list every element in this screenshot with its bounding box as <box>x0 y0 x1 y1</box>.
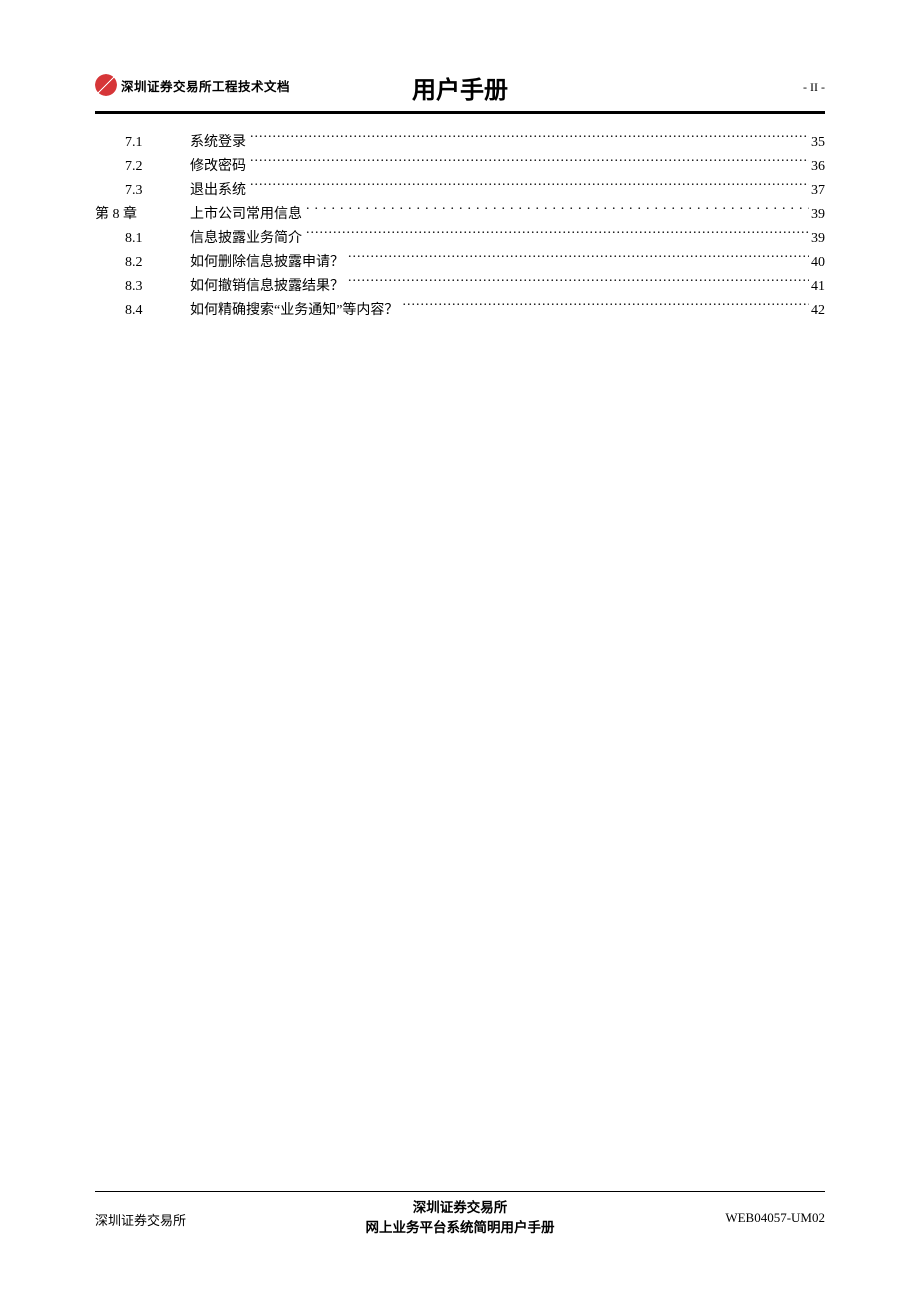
toc-entry-page: 39 <box>809 227 825 251</box>
footer-title-line1: 深圳证券交易所 <box>95 1198 825 1218</box>
page-number-marker: - II - <box>803 80 825 95</box>
toc-entry-title: 退出系统 <box>190 179 246 203</box>
toc-leader-dots <box>302 200 809 218</box>
toc-entry-page: 36 <box>809 155 825 179</box>
toc-entry-number: 7.3 <box>95 179 190 203</box>
toc-leader-dots <box>246 128 809 146</box>
toc-leader-dots <box>344 248 809 266</box>
footer-content: 深圳证券交易所 深圳证券交易所 网上业务平台系统简明用户手册 WEB04057-… <box>95 1198 825 1242</box>
page-header: 深圳证券交易所工程技术文档 用户手册 - II - <box>95 70 825 114</box>
toc-entry-number: 第 8 章 <box>95 203 190 227</box>
toc-entry-number: 8.3 <box>95 275 190 299</box>
toc-entry-page: 42 <box>809 299 825 323</box>
toc-entry-title: 如何撤销信息披露结果？ <box>190 275 344 299</box>
toc-entry: 8.1信息披露业务简介 39 <box>95 224 825 248</box>
toc-entry: 8.4如何精确搜索“业务通知”等内容？ 42 <box>95 296 825 320</box>
toc-entry: 第 8 章上市公司常用信息 39 <box>95 200 825 224</box>
toc-entry-page: 41 <box>809 275 825 299</box>
toc-entry-title: 上市公司常用信息 <box>190 201 302 225</box>
toc-leader-dots <box>398 296 809 314</box>
toc-entry-number: 8.1 <box>95 227 190 251</box>
page-footer: 深圳证券交易所 深圳证券交易所 网上业务平台系统简明用户手册 WEB04057-… <box>95 1191 825 1242</box>
toc-entry-title: 如何删除信息披露申请？ <box>190 251 344 275</box>
toc-entry-title: 系统登录 <box>190 131 246 155</box>
toc-entry: 7.2修改密码 36 <box>95 152 825 176</box>
table-of-contents: 7.1系统登录357.2修改密码367.3退出系统37第 8 章上市公司常用信息… <box>95 128 825 320</box>
page-title: 用户手册 <box>95 70 825 105</box>
toc-entry-page: 39 <box>809 203 825 227</box>
footer-doc-id: WEB04057-UM02 <box>725 1210 825 1226</box>
footer-title-line2: 网上业务平台系统简明用户手册 <box>95 1218 825 1238</box>
toc-entry-title: 信息披露业务简介 <box>190 227 302 251</box>
document-page: 深圳证券交易所工程技术文档 用户手册 - II - 7.1系统登录357.2修改… <box>0 0 920 1302</box>
toc-entry-page: 37 <box>809 179 825 203</box>
toc-entry: 8.3如何撤销信息披露结果？ 41 <box>95 272 825 296</box>
toc-leader-dots <box>302 224 809 242</box>
toc-entry-number: 7.1 <box>95 131 190 155</box>
toc-entry-number: 8.2 <box>95 251 190 275</box>
toc-entry-number: 8.4 <box>95 299 190 323</box>
toc-entry-title: 如何精确搜索“业务通知”等内容？ <box>190 299 398 323</box>
toc-leader-dots <box>246 176 809 194</box>
toc-entry: 7.1系统登录 35 <box>95 128 825 152</box>
toc-entry-number: 7.2 <box>95 155 190 179</box>
toc-leader-dots <box>344 272 809 290</box>
toc-entry: 8.2如何删除信息披露申请？ 40 <box>95 248 825 272</box>
toc-entry-page: 40 <box>809 251 825 275</box>
toc-leader-dots <box>246 152 809 170</box>
toc-entry-page: 35 <box>809 131 825 155</box>
footer-title: 深圳证券交易所 网上业务平台系统简明用户手册 <box>95 1198 825 1238</box>
toc-entry: 7.3退出系统 37 <box>95 176 825 200</box>
footer-divider <box>95 1191 825 1192</box>
toc-entry-title: 修改密码 <box>190 155 246 179</box>
